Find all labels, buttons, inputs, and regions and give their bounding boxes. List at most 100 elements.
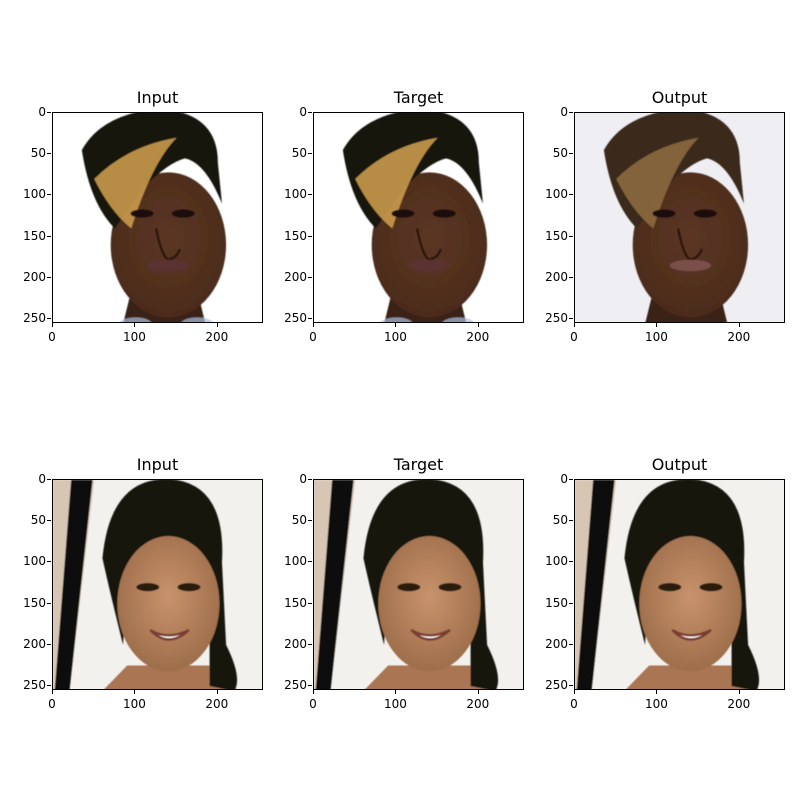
y-tick-label: 200: [284, 636, 307, 651]
y-tick-mark: [569, 153, 573, 155]
x-tick-mark: [52, 690, 53, 694]
image-panel: Target 0 50 100 150 200 250 0 100 200: [284, 455, 524, 711]
y-tick-label: 250: [284, 678, 307, 693]
y-tick-label: 50: [291, 146, 307, 161]
x-tick-label: 200: [205, 697, 229, 711]
image-frame: [52, 479, 263, 690]
x-tick-mark: [574, 690, 575, 694]
image-frame: [52, 112, 263, 323]
y-tick-mark: [569, 479, 573, 480]
x-tick-label: 200: [466, 330, 490, 344]
x-tick-label: 0: [48, 697, 56, 711]
y-tick-mark: [47, 685, 51, 687]
x-tick-label: 100: [122, 697, 146, 711]
y-tick-label: 200: [23, 636, 46, 651]
image-panel: Output 0 50 100 150 200 250 0 100 200: [545, 88, 785, 344]
x-tick-mark: [216, 690, 218, 694]
y-tick-mark: [308, 276, 312, 278]
y-tick-label: 50: [291, 513, 307, 528]
y-tick-mark: [569, 318, 573, 320]
y-tick-mark: [569, 643, 573, 645]
face-image-svg: [53, 113, 262, 322]
y-tick-label: 150: [545, 595, 568, 610]
y-tick-mark: [47, 479, 51, 480]
x-tick-mark: [395, 323, 397, 327]
y-tick-mark: [47, 194, 51, 196]
y-tick-mark: [569, 112, 573, 113]
y-tick-label: 100: [284, 187, 307, 202]
x-tick-label: 0: [48, 330, 56, 344]
y-tick-mark: [308, 318, 312, 320]
y-tick-mark: [308, 561, 312, 563]
image-frame: [313, 112, 524, 323]
y-tick-label: 0: [560, 105, 568, 119]
y-tick-mark: [308, 602, 312, 604]
y-tick-label: 100: [23, 554, 46, 569]
y-tick-label: 150: [284, 228, 307, 243]
y-tick-mark: [47, 318, 51, 320]
y-tick-mark: [308, 643, 312, 645]
x-tick-label: 0: [309, 697, 317, 711]
image-panel: Target 0 50 100 150 200 250 0 100 200: [284, 88, 524, 344]
y-tick-label: 200: [545, 269, 568, 284]
y-tick-label: 150: [545, 228, 568, 243]
image-panel: Input 0 50 100 150 200 250 0 100 200: [23, 88, 263, 344]
y-tick-mark: [47, 520, 51, 522]
y-tick-mark: [569, 520, 573, 522]
y-tick-label: 0: [299, 105, 307, 119]
x-tick-label: 100: [644, 330, 668, 344]
x-tick-mark: [52, 323, 53, 327]
y-tick-label: 0: [560, 472, 568, 486]
y-tick-mark: [47, 602, 51, 604]
x-tick-label: 200: [205, 330, 229, 344]
image-panel: Input 0 50 100 150 200 250 0 100 200: [23, 455, 263, 711]
x-tick-mark: [134, 690, 136, 694]
y-tick-label: 150: [23, 228, 46, 243]
y-tick-mark: [47, 112, 51, 113]
y-tick-mark: [308, 194, 312, 196]
y-tick-mark: [308, 235, 312, 237]
x-tick-mark: [477, 323, 479, 327]
y-tick-label: 250: [284, 311, 307, 326]
y-tick-label: 200: [23, 269, 46, 284]
y-tick-label: 100: [545, 187, 568, 202]
x-tick-label: 0: [309, 330, 317, 344]
y-tick-label: 200: [545, 636, 568, 651]
y-tick-label: 0: [38, 105, 46, 119]
x-tick-mark: [738, 690, 740, 694]
y-tick-mark: [569, 602, 573, 604]
panel-title: Target: [393, 455, 444, 474]
y-tick-mark: [569, 194, 573, 196]
y-tick-label: 50: [30, 513, 46, 528]
y-tick-mark: [47, 276, 51, 278]
y-tick-label: 250: [545, 311, 568, 326]
x-tick-label: 100: [122, 330, 146, 344]
face-image-svg: [314, 113, 523, 322]
image-frame: [574, 112, 785, 323]
x-tick-label: 100: [383, 697, 407, 711]
y-tick-mark: [569, 685, 573, 687]
y-tick-label: 200: [284, 269, 307, 284]
x-tick-mark: [134, 323, 136, 327]
y-tick-mark: [47, 561, 51, 563]
x-tick-mark: [656, 690, 658, 694]
y-tick-mark: [47, 235, 51, 237]
y-tick-mark: [569, 235, 573, 237]
image-panel: Output 0 50 100 150 200 250 0 100 200: [545, 455, 785, 711]
panel-title: Target: [393, 88, 444, 107]
y-tick-mark: [308, 520, 312, 522]
y-tick-mark: [47, 643, 51, 645]
x-tick-mark: [477, 690, 479, 694]
image-frame: [574, 479, 785, 690]
y-tick-label: 100: [284, 554, 307, 569]
panel-title: Input: [136, 455, 179, 474]
y-tick-label: 150: [23, 595, 46, 610]
y-tick-label: 50: [552, 146, 568, 161]
y-tick-label: 0: [38, 472, 46, 486]
y-tick-mark: [308, 112, 312, 113]
y-tick-mark: [308, 479, 312, 480]
x-tick-label: 100: [644, 697, 668, 711]
face-image-svg: [314, 480, 523, 689]
x-tick-mark: [313, 323, 314, 327]
image-frame: [313, 479, 524, 690]
